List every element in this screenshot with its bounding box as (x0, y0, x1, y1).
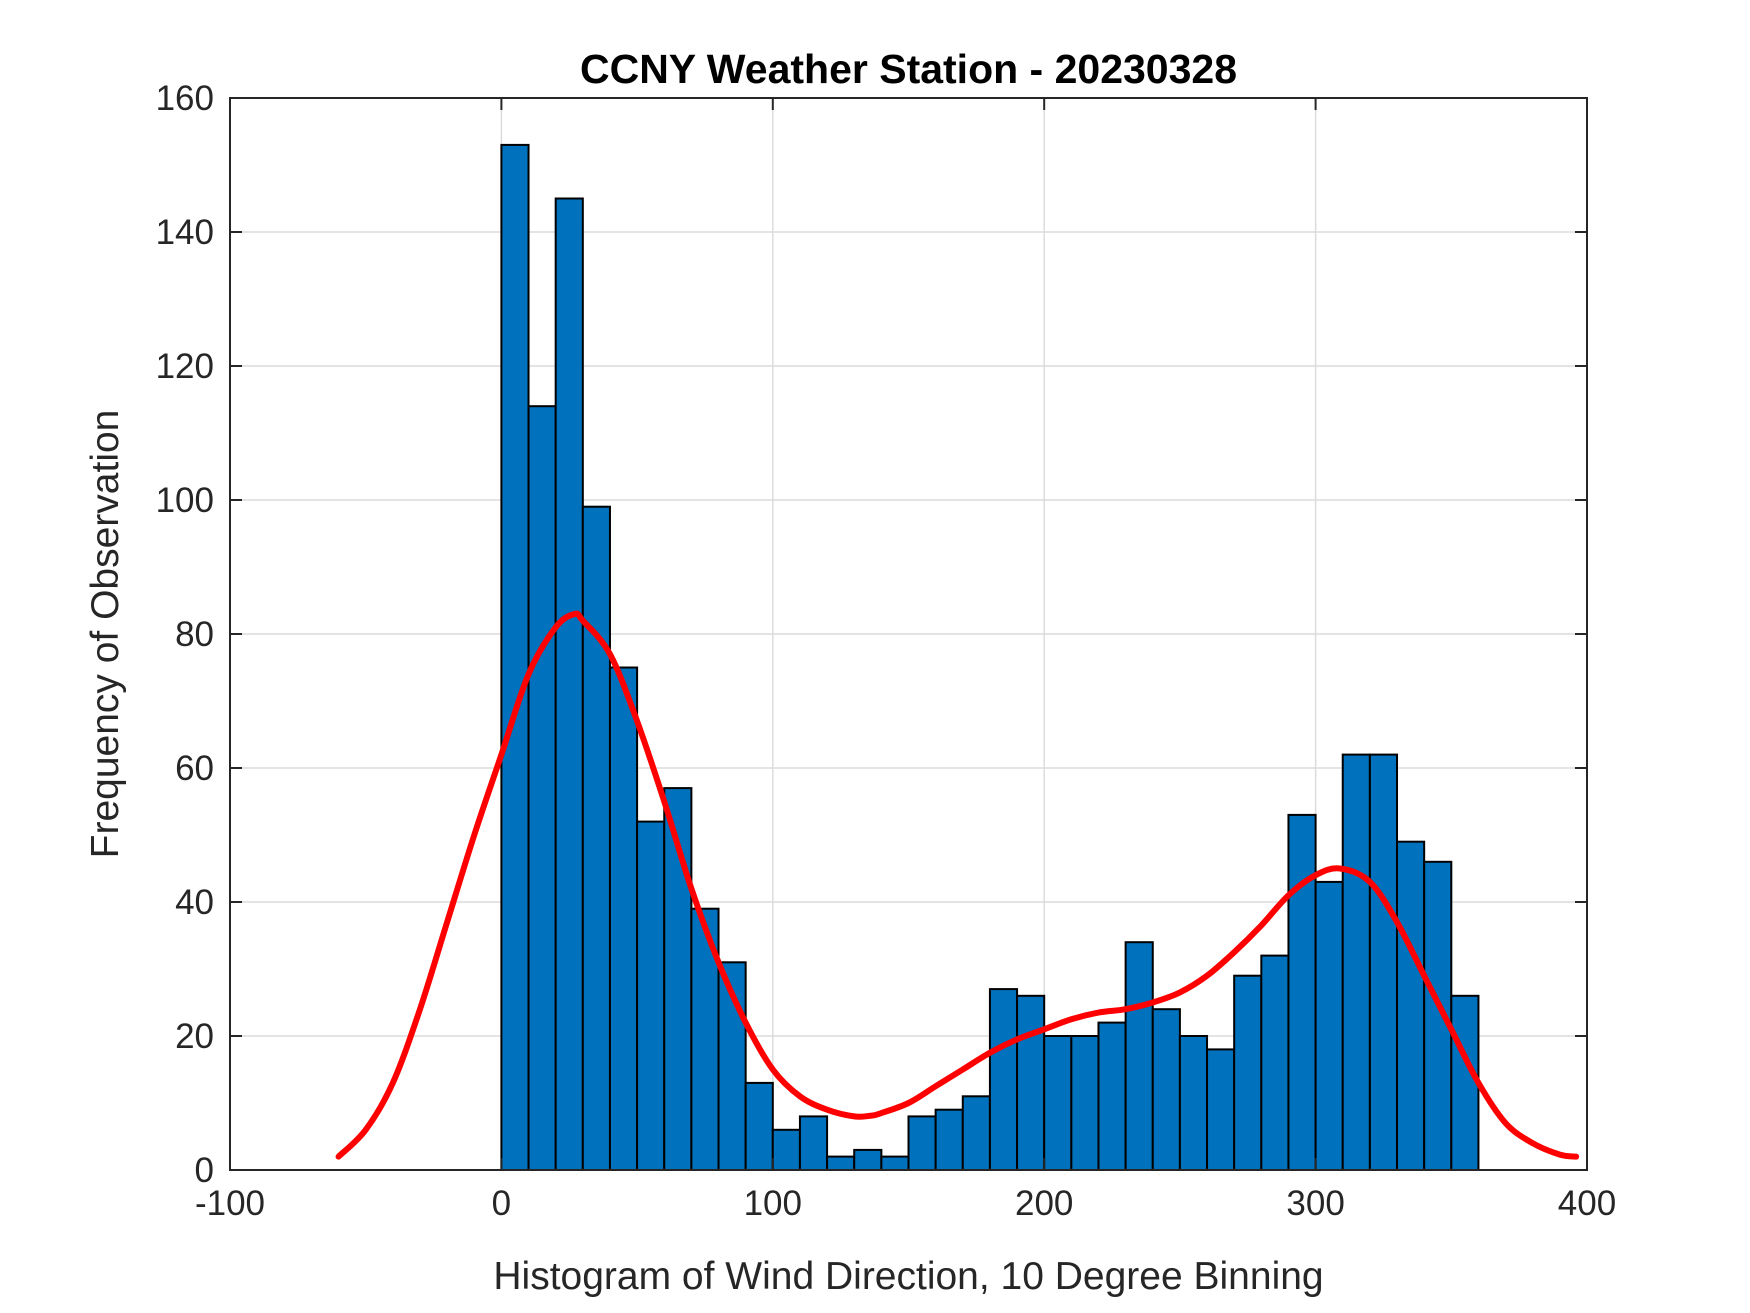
x-tick-label: 100 (744, 1184, 802, 1223)
histogram-bar (1396, 840, 1426, 1171)
histogram-bar (988, 988, 1019, 1171)
histogram-bar (907, 1115, 937, 1172)
histogram-bar (1206, 1048, 1236, 1172)
histogram-bar (1178, 1035, 1209, 1171)
histogram-bar (554, 197, 584, 1171)
histogram-bar (1124, 941, 1154, 1172)
y-tick-label: 140 (156, 213, 214, 252)
histogram-bar (1450, 994, 1480, 1171)
y-tick-label: 0 (195, 1151, 214, 1190)
y-tick-label: 80 (175, 615, 214, 654)
y-tick-label: 120 (156, 347, 214, 386)
histogram-bar (934, 1108, 964, 1171)
histogram-bar (1016, 994, 1046, 1171)
y-tick-labels: 0 20 40 60 80 100 120 140 160 (156, 79, 214, 1190)
x-axis-label: Histogram of Wind Direction, 10 Degree B… (493, 1255, 1323, 1298)
histogram-bar (1070, 1035, 1100, 1171)
histogram-bar (608, 666, 639, 1171)
histogram-bar (744, 1081, 774, 1172)
y-tick-label: 160 (156, 79, 214, 118)
chart-title: CCNY Weather Station - 20230328 (580, 46, 1237, 92)
density-fit-curve (335, 610, 1580, 1160)
histogram-bar (1260, 954, 1290, 1171)
histogram-bar (961, 1095, 991, 1172)
x-tick-labels: -100 0 100 200 300 400 (195, 1184, 1616, 1223)
histogram-bar (771, 1128, 801, 1172)
y-tick-label: 40 (175, 883, 214, 922)
histogram-bar (1151, 1008, 1181, 1172)
histogram-bar (798, 1115, 829, 1172)
histogram-bar (1043, 1035, 1073, 1171)
histogram-bar (1341, 753, 1371, 1171)
y-tick-label: 60 (175, 749, 214, 788)
histogram-bar (1287, 813, 1317, 1172)
histogram-bar (880, 1155, 910, 1171)
histogram-bar (636, 820, 666, 1171)
histogram-bar (527, 405, 557, 1171)
x-tick-label: 300 (1286, 1184, 1344, 1223)
histogram-bars (500, 143, 1480, 1172)
histogram-bar (1233, 974, 1263, 1172)
x-tick-label: -100 (195, 1184, 265, 1223)
histogram-bar (581, 505, 611, 1171)
x-tick-label: 200 (1015, 1184, 1073, 1223)
y-tick-label: 20 (175, 1017, 214, 1056)
histogram-bar (1368, 753, 1399, 1171)
histogram-bar (826, 1155, 856, 1171)
histogram-bar (500, 143, 530, 1171)
histogram-bar (1314, 880, 1344, 1172)
x-tick-label: 400 (1558, 1184, 1616, 1223)
axis-ticks (229, 97, 1588, 1171)
y-tick-label: 100 (156, 481, 214, 520)
y-axis-label: Frequency of Observation (84, 410, 127, 859)
histogram-bar (853, 1148, 883, 1172)
x-tick-label: 0 (492, 1184, 511, 1223)
histogram-bar (1097, 1021, 1127, 1171)
